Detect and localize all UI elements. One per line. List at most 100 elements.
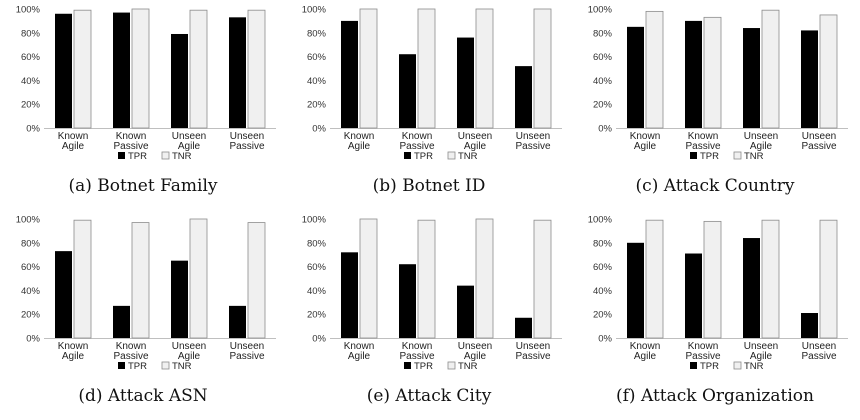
bar-tnr-a-0	[73, 9, 92, 129]
chart-svg-d: 0% 20% 40% 60% 80% 100% Known Agile Known Passive…	[16, 215, 276, 372]
bar-tpr-f-1	[685, 253, 702, 338]
y-tick-label-d-1: 20%	[21, 310, 41, 321]
bar-tnr-f-0	[645, 219, 664, 339]
legend-swatch-tpr-e	[404, 362, 411, 369]
chart-svg-f: 0% 20% 40% 60% 80% 100% Known Agile Known Passive…	[588, 215, 848, 372]
bar-tpr-e-0	[341, 252, 358, 338]
legend-swatch-tpr-f	[690, 362, 697, 369]
legend-label-tnr-f: TNR	[744, 361, 764, 372]
chart-svg-b: 0% 20% 40% 60% 80% 100% Known Agile Known Passive…	[302, 5, 562, 162]
legend-label-tpr-f: TPR	[700, 361, 719, 372]
bar-tpr-a-3	[229, 17, 246, 128]
bar-tpr-d-3	[229, 305, 246, 338]
bar-tnr-c-0	[645, 10, 664, 129]
chart-panel-c: 0% 20% 40% 60% 80% 100% Known Agile Known Passive…	[572, 0, 858, 210]
legend-label-tpr-c: TPR	[700, 151, 719, 162]
y-tick-label-d-0: 0%	[26, 334, 40, 345]
chart-caption-a: (a) Botnet Family	[68, 176, 218, 196]
y-tick-label-f-2: 40%	[593, 286, 613, 297]
legend-label-tnr-d: TNR	[172, 361, 192, 372]
chart-panel-d: 0% 20% 40% 60% 80% 100% Known Agile Known Passive…	[0, 210, 286, 420]
category-label-b-2: Unseen Agile	[458, 131, 492, 152]
y-tick-label-c-1: 20%	[593, 100, 613, 111]
bar-tnr-a-2	[189, 9, 208, 129]
bar-tnr-a-3	[247, 9, 266, 129]
bar-tpr-a-2	[171, 33, 188, 128]
chart-caption-c: (c) Attack Country	[635, 176, 795, 196]
bar-tnr-d-0	[73, 219, 92, 339]
y-tick-label-e-5: 100%	[302, 215, 327, 226]
chart-panel-b: 0% 20% 40% 60% 80% 100% Known Agile Known Passive…	[286, 0, 572, 210]
category-label-b-1: Known Passive	[399, 131, 434, 152]
y-tick-label-b-0: 0%	[312, 124, 326, 135]
y-tick-label-a-5: 100%	[16, 5, 41, 16]
chart-panel-e: 0% 20% 40% 60% 80% 100% Known Agile Known Passive…	[286, 210, 572, 420]
bar-tnr-c-3	[819, 14, 838, 129]
bar-tpr-d-2	[171, 260, 188, 338]
bar-tnr-a-1	[131, 8, 150, 129]
y-tick-label-f-5: 100%	[588, 215, 613, 226]
bar-tnr-b-2	[475, 8, 494, 129]
category-label-c-1: Known Passive	[685, 131, 720, 152]
legend-swatch-tpr-c	[690, 152, 697, 159]
y-tick-label-a-2: 40%	[21, 76, 41, 87]
bar-tpr-c-2	[743, 28, 760, 128]
y-tick-label-f-4: 80%	[593, 238, 613, 249]
bar-tpr-b-3	[515, 66, 532, 128]
category-label-e-0: Known Agile	[344, 341, 375, 362]
category-label-c-2: Unseen Agile	[744, 131, 778, 152]
bar-tnr-f-3	[819, 219, 838, 339]
bar-tpr-b-1	[399, 54, 416, 128]
category-label-b-0: Known Agile	[344, 131, 375, 152]
bar-tnr-b-1	[417, 8, 436, 129]
chart-caption-f: (f) Attack Organization	[616, 386, 814, 406]
bar-tnr-d-3	[247, 222, 266, 339]
category-label-c-3: Unseen Passive	[801, 131, 836, 152]
bar-tnr-c-2	[761, 9, 780, 129]
legend-label-tpr-b: TPR	[414, 151, 433, 162]
bar-tpr-f-3	[801, 313, 818, 338]
y-tick-label-e-0: 0%	[312, 334, 326, 345]
chart-caption-d: (d) Attack ASN	[78, 386, 208, 406]
bar-tnr-d-1	[131, 222, 150, 339]
legend-label-tpr-d: TPR	[128, 361, 147, 372]
bar-tpr-c-0	[627, 26, 644, 129]
legend-swatch-tnr-d	[161, 361, 170, 370]
category-label-d-3: Unseen Passive	[229, 341, 264, 362]
legend-swatch-tpr-d	[118, 362, 125, 369]
bar-tpr-b-0	[341, 20, 358, 128]
legend-label-tpr-e: TPR	[414, 361, 433, 372]
bar-tpr-e-2	[457, 285, 474, 338]
bar-tnr-e-3	[533, 219, 552, 339]
y-tick-label-e-4: 80%	[307, 238, 327, 249]
category-label-e-1: Known Passive	[399, 341, 434, 362]
y-tick-label-b-2: 40%	[307, 76, 327, 87]
bar-tnr-f-1	[703, 220, 722, 339]
bar-tpr-d-0	[55, 251, 72, 338]
bar-tpr-c-3	[801, 30, 818, 129]
bar-tnr-b-3	[533, 8, 552, 129]
category-label-f-2: Unseen Agile	[744, 341, 778, 362]
category-label-f-3: Unseen Passive	[801, 341, 836, 362]
bar-tnr-b-0	[359, 8, 378, 129]
y-tick-label-e-2: 40%	[307, 286, 327, 297]
bar-tpr-e-3	[515, 317, 532, 338]
bar-tnr-e-0	[359, 218, 378, 339]
category-label-a-3: Unseen Passive	[229, 131, 264, 152]
category-label-d-1: Known Passive	[113, 341, 148, 362]
chart-caption-e: (e) Attack City	[366, 386, 492, 406]
y-tick-label-b-4: 80%	[307, 28, 327, 39]
category-label-f-0: Known Agile	[630, 341, 661, 362]
category-label-a-2: Unseen Agile	[172, 131, 206, 152]
legend-swatch-tnr-b	[447, 151, 456, 160]
bar-tpr-a-0	[55, 13, 72, 128]
y-tick-label-a-4: 80%	[21, 28, 41, 39]
y-tick-label-a-0: 0%	[26, 124, 40, 135]
y-tick-label-b-5: 100%	[302, 5, 327, 16]
chart-panel-a: 0% 20% 40% 60% 80% 100% Known Agile Known Passive…	[0, 0, 286, 210]
bar-tnr-e-1	[417, 219, 436, 339]
bar-tpr-f-0	[627, 242, 644, 338]
bar-tpr-d-1	[113, 305, 130, 338]
y-tick-label-d-2: 40%	[21, 286, 41, 297]
legend-swatch-tpr-a	[118, 152, 125, 159]
